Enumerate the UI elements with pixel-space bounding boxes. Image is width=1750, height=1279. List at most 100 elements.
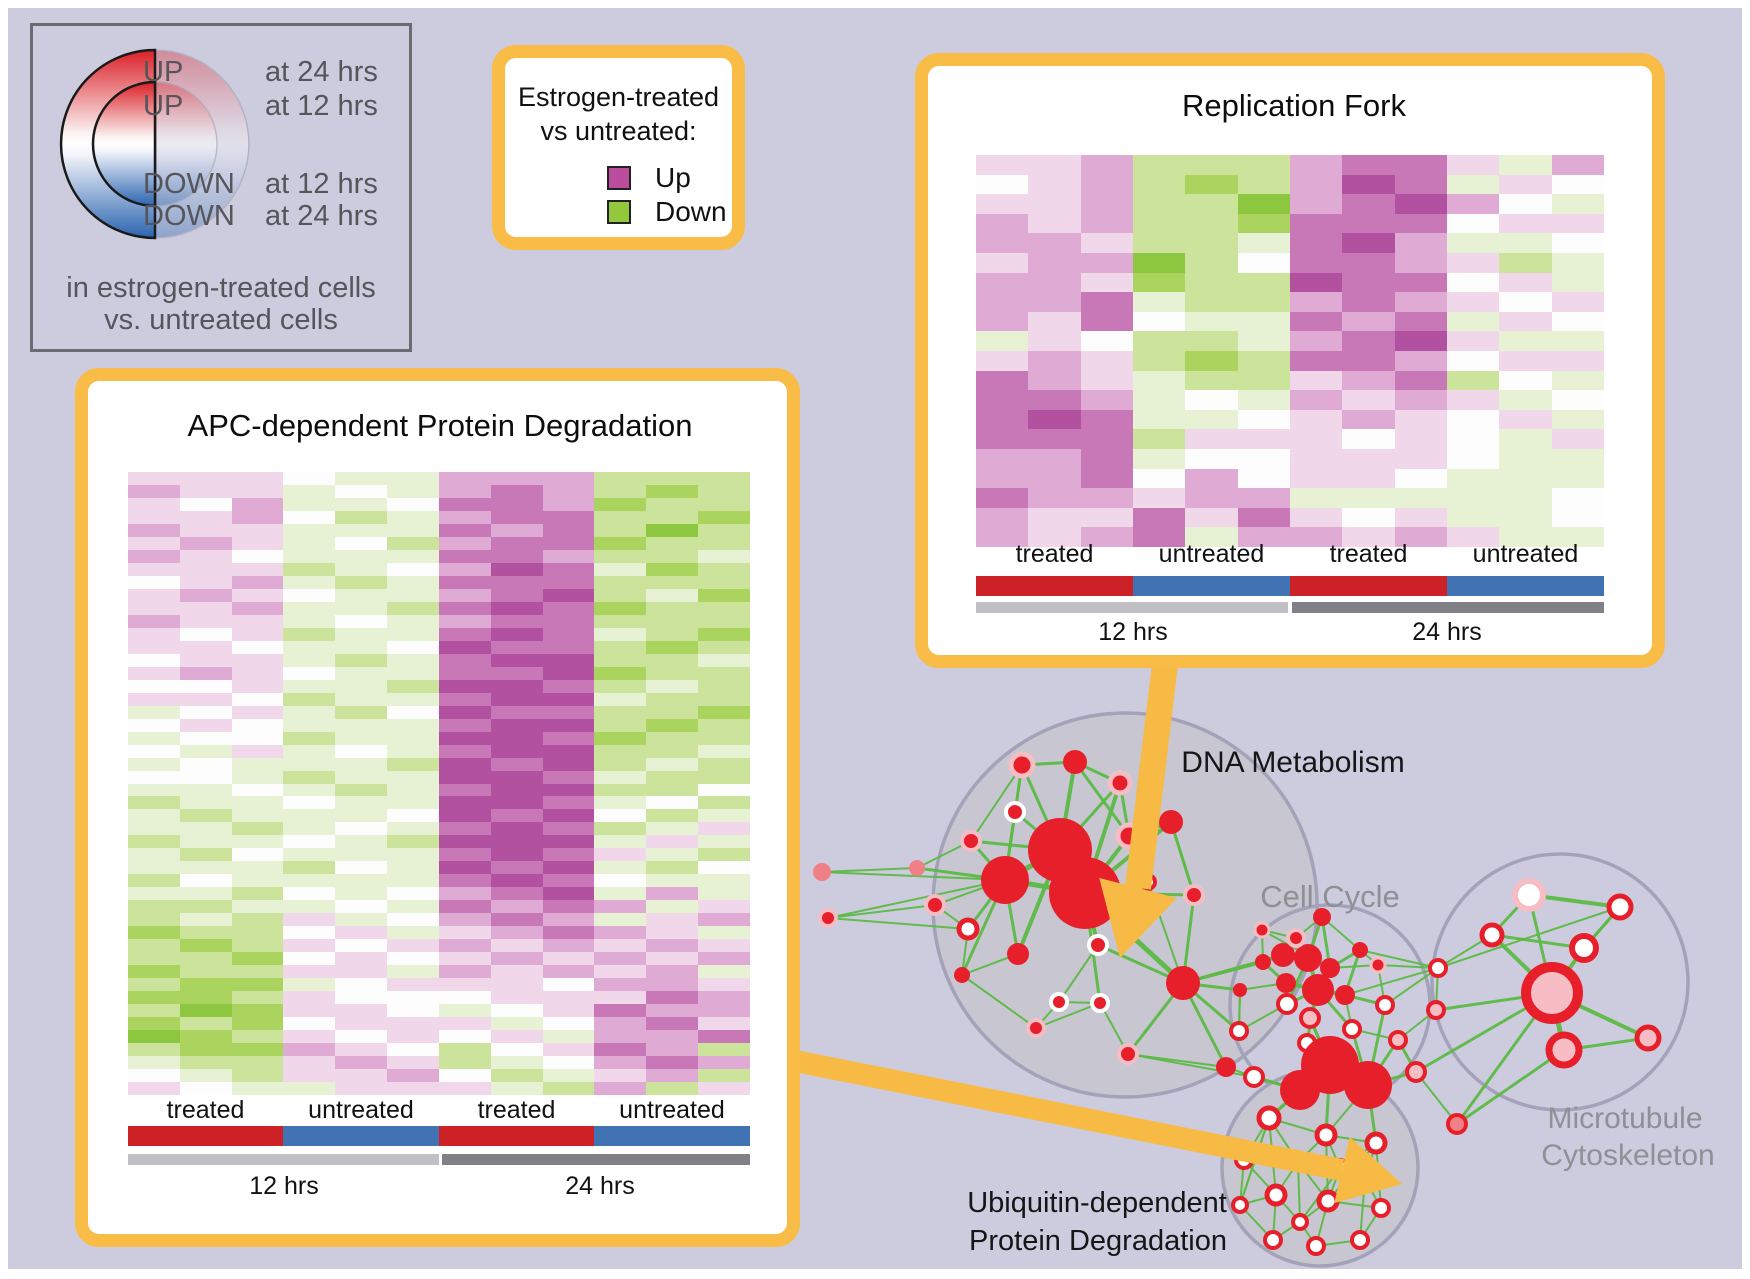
heatmap-cell [128, 770, 180, 784]
heatmap-cell [179, 783, 232, 797]
heatmap-cell [698, 887, 750, 901]
heatmap-cell [231, 666, 284, 680]
rep-untreated-bar-24 [1447, 576, 1604, 596]
inner-circle-left-half [91, 80, 157, 208]
heatmap-cell [646, 783, 699, 797]
network-node [1371, 1198, 1391, 1218]
heatmap-cell [128, 796, 180, 810]
heatmap-cell [542, 861, 595, 875]
heatmap-cell [1237, 370, 1290, 391]
network-edge [961, 974, 1037, 1029]
heatmap-cell [1394, 370, 1447, 391]
network-node [1335, 985, 1355, 1005]
heatmap-cell [335, 588, 388, 602]
heatmap-cell [542, 549, 595, 563]
heatmap-cell [1237, 527, 1290, 547]
network-edge [1384, 967, 1439, 1006]
heatmap-cell [387, 757, 439, 771]
heatmap-cell [283, 796, 336, 810]
legend-up-24-time: at 24 hrs [265, 56, 378, 88]
heatmap-cell [283, 718, 336, 732]
heatmap-cell [698, 926, 750, 940]
heatmap-cell [1499, 527, 1552, 547]
heatmap-cell [490, 497, 543, 511]
heatmap-cell [646, 497, 699, 511]
heatmap-cell [1080, 370, 1133, 391]
heatmap-cell [387, 939, 439, 953]
heatmap-cell [542, 523, 595, 537]
heatmap-cell [976, 449, 1029, 469]
heatmap-cell [542, 653, 595, 667]
heatmap-cell [1185, 488, 1238, 508]
heatmap-cell [646, 640, 699, 654]
heatmap-cell [128, 783, 180, 797]
apc-treated-bar-24 [439, 1126, 594, 1146]
heatmap-cell [646, 718, 699, 732]
apc-24hr-label: 24 hrs [565, 1172, 635, 1200]
network-edge [1073, 761, 1131, 837]
network-edge [1491, 933, 1585, 950]
heatmap-cell [490, 1069, 543, 1083]
heatmap-cell [438, 1030, 491, 1044]
network-node [1049, 857, 1121, 929]
heatmap-cell [594, 510, 647, 524]
heatmap-cell [283, 991, 336, 1005]
heatmap-cell [542, 614, 595, 628]
heatmap-cell [1080, 272, 1133, 293]
heatmap-cell [283, 1069, 336, 1083]
network-node [1090, 993, 1110, 1013]
heatmap-cell [128, 991, 180, 1005]
heatmap-cell [438, 900, 491, 914]
heatmap-cell [128, 939, 180, 953]
network-node [1302, 974, 1334, 1006]
heatmap-cell [1185, 213, 1238, 234]
heatmap-cell [490, 472, 543, 485]
heatmap-cell [698, 1082, 750, 1095]
heatmap-cell [179, 926, 232, 940]
heatmap-cell [128, 666, 180, 680]
heatmap-cell [1394, 449, 1447, 469]
heatmap-cell [594, 874, 647, 888]
heatmap-cell [335, 679, 388, 693]
heatmap-cell [594, 952, 647, 966]
heatmap-cell [387, 796, 439, 810]
heatmap-cell [594, 978, 647, 992]
heatmap-cell [283, 874, 336, 888]
heatmap-cell [646, 744, 699, 758]
heatmap-cell [128, 952, 180, 966]
heatmap-cell [179, 900, 232, 914]
heatmap-cell [231, 952, 284, 966]
network-node [956, 917, 980, 941]
heatmap-cell [1185, 507, 1238, 528]
replication-fork-heatmap [976, 155, 1604, 547]
heatmap-cell [335, 472, 388, 485]
heatmap-cell [1132, 390, 1186, 410]
heatmap-cell [542, 796, 595, 810]
heatmap-cell [1394, 390, 1447, 410]
heatmap-cell [976, 390, 1029, 410]
heatmap-cell [1237, 331, 1290, 351]
network-node [1087, 934, 1109, 956]
heatmap-cell [179, 523, 232, 537]
heatmap-cell [1342, 449, 1395, 469]
heatmap-cell [1132, 488, 1186, 508]
network-edge [1058, 944, 1099, 1003]
heatmap-cell [646, 1056, 699, 1070]
heatmap-cell [1028, 292, 1081, 312]
heatmap-cell [335, 562, 388, 576]
heatmap-cell [283, 484, 336, 498]
heatmap-cell [1028, 311, 1081, 332]
heatmap-cell [1394, 213, 1447, 234]
heatmap-cell [542, 1069, 595, 1083]
heatmap-cell [594, 718, 647, 732]
heatmap-cell [231, 523, 284, 537]
heatmap-cell [335, 991, 388, 1005]
heatmap-cell [646, 887, 699, 901]
heatmap-cell [542, 692, 595, 706]
heatmap-cell [438, 978, 491, 992]
heatmap-cell [1342, 272, 1395, 293]
network-node [1183, 884, 1205, 906]
heatmap-cell [1499, 488, 1552, 508]
heatmap-cell [1132, 174, 1186, 195]
heatmap-cell [976, 292, 1029, 312]
